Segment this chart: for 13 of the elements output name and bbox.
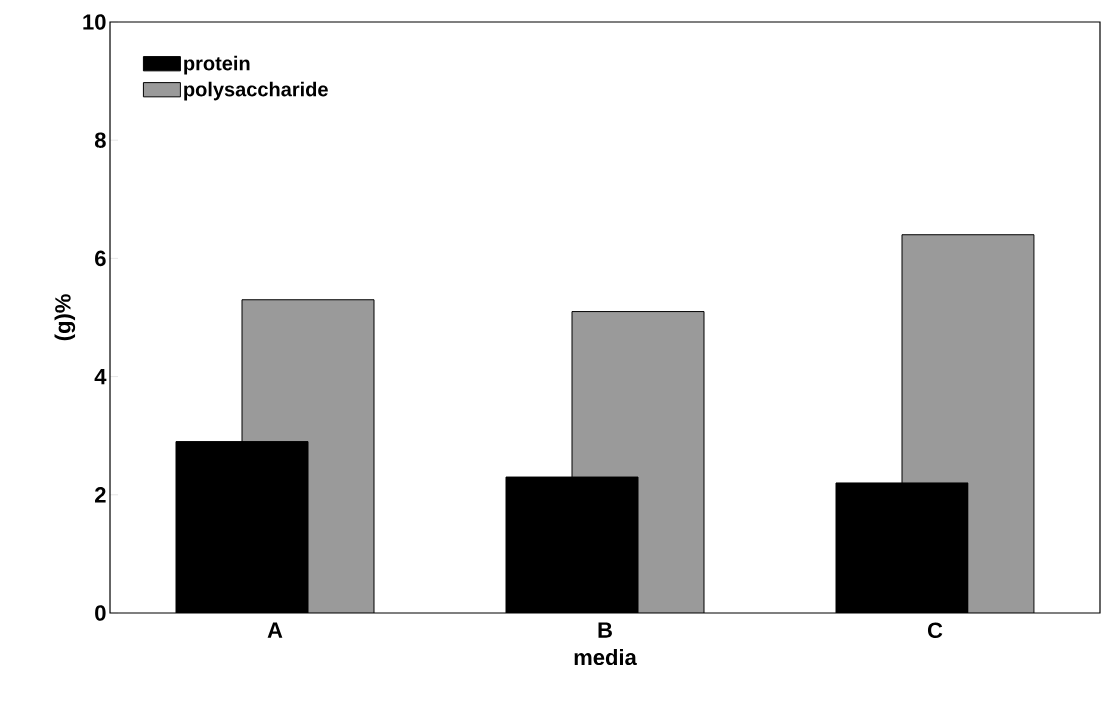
y-tick-label: 6 bbox=[95, 250, 106, 267]
x-axis-title: media bbox=[574, 648, 637, 666]
legend-label: polysaccharide bbox=[184, 81, 328, 101]
y-axis-title: (g)% bbox=[54, 294, 76, 341]
x-tick-label: A bbox=[267, 622, 283, 638]
x-tick-label: C bbox=[927, 622, 943, 639]
y-tick-label: 10 bbox=[83, 14, 106, 30]
y-tick-label: 4 bbox=[94, 369, 107, 385]
y-tick-label: 8 bbox=[94, 132, 106, 148]
legend-label: protein bbox=[184, 55, 250, 75]
x-tick-label: B bbox=[598, 622, 612, 638]
y-tick-label: 0 bbox=[95, 605, 106, 621]
y-tick-label: 2 bbox=[95, 487, 106, 503]
